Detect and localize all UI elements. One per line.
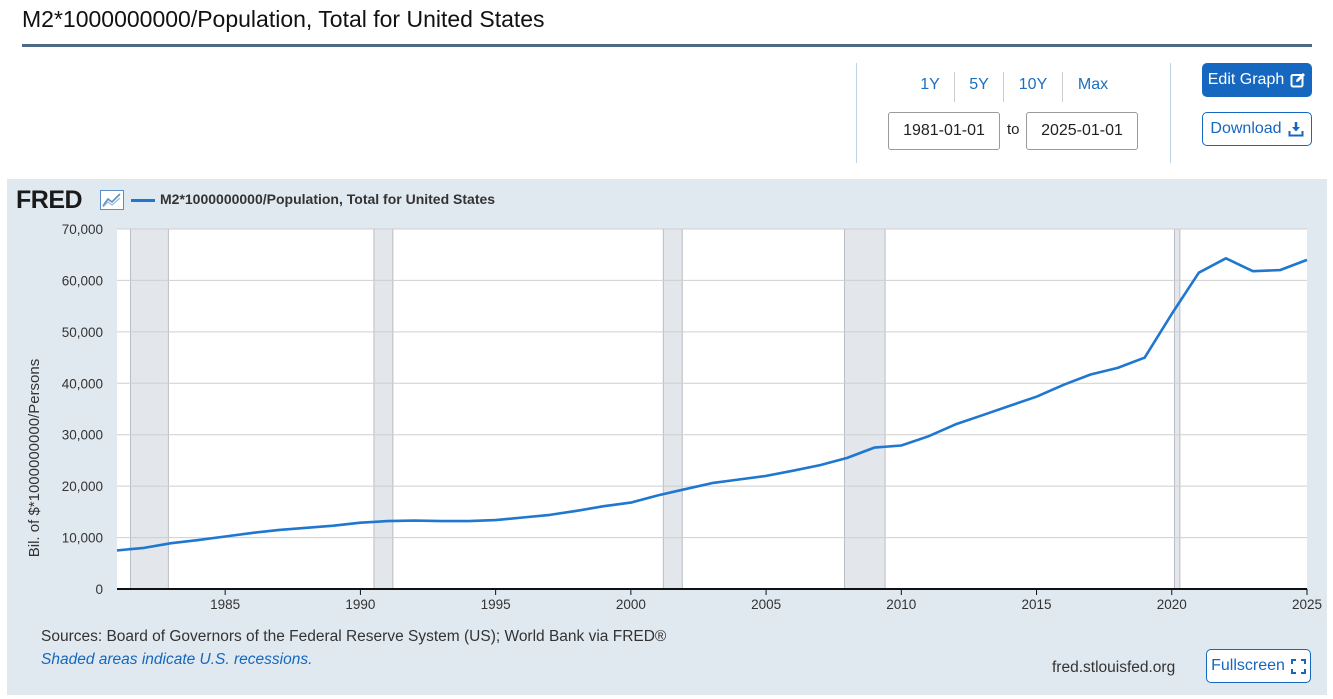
x-tick-label: 2020: [1157, 597, 1187, 612]
controls-divider-left: [856, 63, 857, 163]
edit-graph-label: Edit Graph: [1207, 71, 1285, 88]
recession-note: Shaded areas indicate U.S. recessions.: [41, 651, 313, 668]
range-max-button[interactable]: Max: [1077, 76, 1109, 93]
y-tick-label: 50,000: [62, 325, 103, 340]
plot-area: [117, 229, 1307, 589]
fullscreen-label: Fullscreen: [1211, 657, 1285, 674]
to-label: to: [1007, 121, 1020, 138]
start-date-input[interactable]: 1981-01-01: [888, 112, 1000, 150]
x-tick-label: 2000: [616, 597, 646, 612]
recession-band: [662, 228, 683, 590]
x-tick-label: 1990: [345, 597, 375, 612]
x-tick-label: 2005: [751, 597, 781, 612]
legend-label: M2*1000000000/Population, Total for Unit…: [160, 191, 496, 207]
y-tick-label: 70,000: [62, 222, 103, 237]
x-tick-label: 2015: [1022, 597, 1052, 612]
edit-graph-button[interactable]: Edit Graph: [1202, 63, 1312, 97]
controls-divider-right: [1170, 63, 1171, 163]
y-tick-label: 40,000: [62, 376, 103, 391]
recession-band: [844, 228, 886, 590]
fred-url: fred.stlouisfed.org: [1052, 659, 1176, 676]
range-separator: [1003, 72, 1004, 102]
legend-swatch: [131, 199, 155, 202]
y-tick-label: 10,000: [62, 531, 103, 546]
range-1y-button[interactable]: 1Y: [920, 76, 940, 93]
x-tick-label: 2010: [886, 597, 916, 612]
range-5y-button[interactable]: 5Y: [969, 76, 989, 93]
y-tick-label: 30,000: [62, 428, 103, 443]
download-label: Download: [1210, 120, 1282, 137]
download-button[interactable]: Download: [1202, 112, 1312, 146]
sources-text: Sources: Board of Governors of the Feder…: [41, 628, 667, 645]
y-tick-label: 60,000: [62, 273, 103, 288]
series-line: [116, 256, 1308, 552]
recession-band: [373, 228, 394, 590]
fullscreen-button[interactable]: Fullscreen: [1206, 649, 1311, 683]
end-date-input[interactable]: 2025-01-01: [1026, 112, 1138, 150]
edit-icon: [1290, 73, 1306, 88]
x-tick-label: 2025: [1292, 597, 1322, 612]
fred-graph-icon: [100, 190, 124, 210]
recession-band: [1173, 228, 1181, 590]
recession-band: [130, 228, 169, 590]
range-separator: [954, 72, 955, 102]
y-tick-label: 0: [95, 582, 103, 597]
fred-logo: FRED: [16, 186, 83, 214]
download-icon: [1288, 122, 1304, 137]
fullscreen-icon: [1290, 658, 1306, 674]
range-10y-button[interactable]: 10Y: [1018, 76, 1048, 93]
title-divider: [22, 44, 1312, 47]
y-tick-label: 20,000: [62, 479, 103, 494]
x-tick-label: 1985: [210, 597, 240, 612]
x-tick-label: 1995: [481, 597, 511, 612]
y-axis-label: Bil. of $*1000000000/Persons: [26, 359, 43, 557]
range-separator: [1062, 72, 1063, 102]
page-title: M2*1000000000/Population, Total for Unit…: [22, 6, 545, 32]
